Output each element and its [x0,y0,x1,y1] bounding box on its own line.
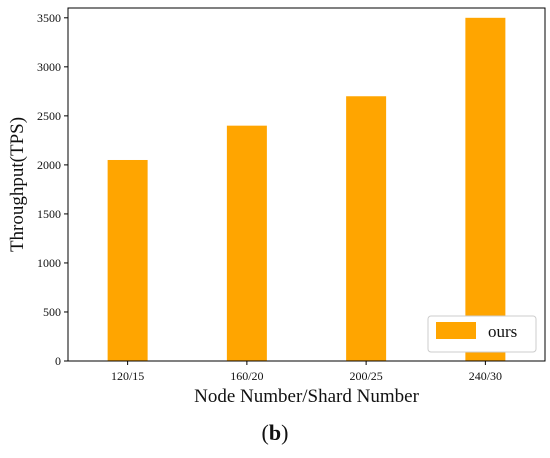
y-tick-label-0: 0 [55,354,61,368]
panel-label-open: ( [262,420,269,445]
panel-label-close: ) [281,420,288,445]
plot-frame [67,7,546,362]
panel-label-letter: b [269,420,281,445]
y-tick-label-2000: 2000 [37,158,61,172]
y-tick-label-500: 500 [43,305,61,319]
x-tick-label-160/20: 160/20 [230,369,263,383]
x-axis-label: Node Number/Shard Number [194,386,419,407]
bar-200/25 [346,96,387,361]
panel-label: (b) [262,420,289,445]
y-tick-label-3000: 3000 [37,60,61,74]
bar-160/20 [226,125,267,362]
y-axis-label: Throughput(TPS) [7,117,28,252]
x-tick-label-240/30: 240/30 [469,369,502,383]
axes-layer: 0 500 1000 1500 2000 2500 3000 3500 120/15 160/20… [37,7,546,383]
y-tick-label-3500: 3500 [37,11,61,25]
y-tick-label-2500: 2500 [37,109,61,123]
y-tick-label-1000: 1000 [37,256,61,270]
legend-swatch [436,322,476,339]
bars-layer [107,17,506,362]
legend-entry-ours: ours [488,322,517,341]
x-tick-label-200/25: 200/25 [349,369,382,383]
x-tick-label-120/15: 120/15 [111,369,144,383]
legend: ours [427,315,537,353]
bar-120/15 [107,159,148,361]
y-tick-label-1500: 1500 [37,207,61,221]
bar-240/30 [465,17,506,362]
